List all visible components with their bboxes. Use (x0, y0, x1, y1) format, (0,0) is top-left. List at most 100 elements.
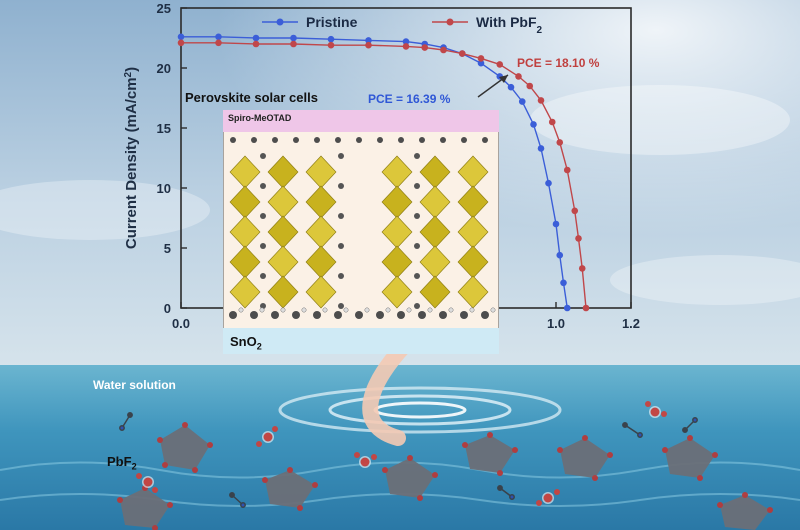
y-tick-label: 0 (164, 301, 171, 316)
series-point (290, 40, 297, 48)
series-point (477, 59, 485, 67)
cation-atom (414, 183, 420, 189)
hydrogen-atom (427, 307, 433, 313)
interface-atom (397, 311, 405, 319)
series-point (556, 139, 564, 146)
cation-atom (338, 213, 344, 219)
octahedron (419, 275, 451, 309)
legend-marker (276, 18, 284, 26)
series-point (458, 50, 466, 57)
cation-atom (260, 153, 266, 159)
series-point (290, 34, 297, 42)
sno2-text: SnO2 (230, 334, 262, 352)
top-atom (251, 137, 257, 143)
water-solution-label: Water solution (93, 378, 176, 392)
y-axis-label: Current Density (mA/cm2) (123, 67, 141, 249)
interface-atom (334, 311, 342, 319)
cation-atom (414, 273, 420, 279)
top-atom (440, 137, 446, 143)
pristine-pce-label: PCE = 16.39 % (368, 92, 451, 106)
pbf2-water-label: PbF2 (107, 454, 137, 472)
series-point (365, 41, 372, 49)
hydrogen-atom (259, 307, 265, 313)
top-atom (272, 137, 278, 143)
series-point (177, 33, 185, 41)
series-point (327, 41, 335, 49)
interface-atom (418, 311, 426, 319)
hydrogen-atom (490, 307, 496, 313)
device-title: Perovskite solar cells (185, 90, 318, 105)
cation-atom (338, 153, 344, 159)
cation-atom (260, 273, 266, 279)
series-point (575, 235, 582, 242)
series-point (440, 46, 447, 54)
series-point (526, 82, 534, 90)
pce-arrowhead (499, 75, 508, 83)
series-point (556, 251, 564, 259)
y-tick-label: 10 (157, 181, 171, 196)
series-point (177, 39, 185, 47)
series-point (402, 43, 410, 50)
sno2-label: SnO2 (230, 334, 262, 352)
pbf2-pce-label: PCE = 18.10 % (517, 56, 600, 70)
hydrogen-atom (385, 307, 391, 313)
interface-atom (481, 311, 489, 319)
top-atom (398, 137, 404, 143)
interface-atom (250, 311, 258, 319)
series-point (215, 39, 222, 47)
interface-atom (439, 311, 447, 319)
cation-atom (260, 183, 266, 189)
top-atom (377, 137, 383, 143)
interface-molecules (229, 137, 496, 319)
series-point (537, 145, 545, 152)
hydrogen-atom (406, 307, 412, 313)
legend-marker (446, 18, 454, 26)
series-point (252, 40, 260, 48)
hydrogen-atom (280, 307, 286, 313)
series-point (365, 37, 372, 44)
series-point (563, 304, 571, 312)
cation-atom (260, 213, 266, 219)
hydrogen-atom (364, 307, 370, 313)
series-point (252, 34, 260, 42)
series-point (515, 73, 522, 80)
hydrogen-atom (238, 307, 244, 313)
series-point (507, 83, 515, 91)
series-point (563, 166, 571, 174)
interface-atom (355, 311, 363, 319)
cation-atom (414, 243, 420, 249)
interface-atom (460, 311, 468, 319)
series-point (582, 304, 590, 312)
series-line-1 (181, 42, 587, 309)
cation-atom (338, 243, 344, 249)
top-atom (356, 137, 362, 143)
series-point (477, 55, 485, 62)
interface-atom (271, 311, 279, 319)
cation-atom (338, 183, 344, 189)
hydrogen-atom (343, 307, 349, 313)
series-point (496, 61, 504, 68)
top-atom (482, 137, 488, 143)
cation-atom (338, 273, 344, 279)
chart-legend: Pristine With PbF2 (262, 14, 543, 98)
octahedron (381, 275, 413, 309)
top-atom (314, 137, 320, 143)
pbf2-water-text: PbF2 (107, 454, 137, 472)
series-point (552, 220, 560, 228)
cation-atom (414, 213, 420, 219)
chart-series (177, 33, 590, 312)
x-tick-label: 0.0 (172, 316, 190, 331)
perovskite-lattice (229, 153, 489, 309)
interface-atom (313, 311, 321, 319)
series-point (545, 179, 552, 187)
cation-atom (338, 303, 344, 309)
series-point (518, 98, 526, 105)
cation-atom (260, 303, 266, 309)
series-point (215, 33, 222, 41)
legend-label: With PbF2 (476, 14, 543, 36)
pbf2-cluster-group (117, 401, 773, 530)
cation-atom (260, 243, 266, 249)
legend-label: Pristine (306, 14, 358, 30)
interface-atom (376, 311, 384, 319)
